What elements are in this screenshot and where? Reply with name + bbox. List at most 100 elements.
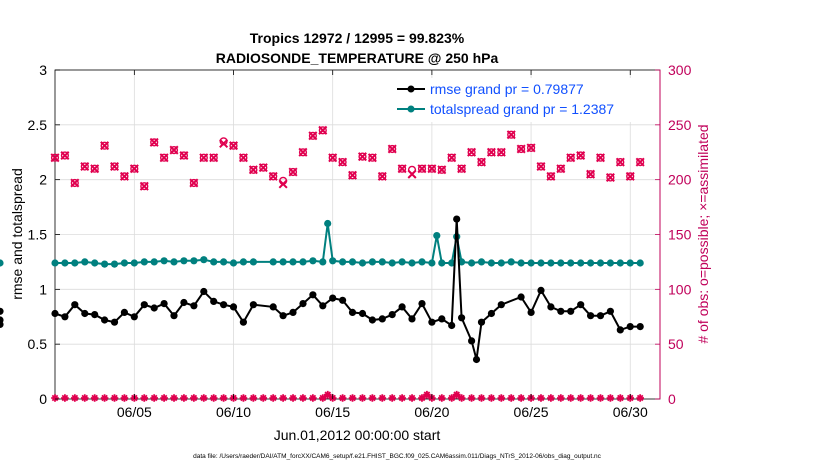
rmse-point xyxy=(180,298,188,307)
obs-possible-point xyxy=(447,153,456,162)
obs-rejected-point xyxy=(408,394,416,402)
rmse-point xyxy=(160,300,168,308)
totalspread-point xyxy=(190,257,198,265)
left-tick-label: 1 xyxy=(39,281,47,297)
obs-assimilated-point xyxy=(496,147,506,157)
rmse-point xyxy=(249,301,257,309)
plot-area xyxy=(0,70,661,402)
obs-rejected-point xyxy=(517,394,525,402)
obs-assimilated-point xyxy=(179,151,189,161)
obs-possible-point xyxy=(606,173,615,182)
obs-assimilated-point xyxy=(80,161,90,172)
obs-rejected-point xyxy=(160,394,168,402)
rmse-point xyxy=(398,303,406,311)
obs-assimilated-point xyxy=(129,164,139,174)
rmse-point xyxy=(150,304,158,312)
totalspread-point xyxy=(319,258,327,266)
totalspread-point xyxy=(507,258,515,266)
obs-rejected-point xyxy=(140,394,149,402)
rmse-point xyxy=(0,320,4,328)
obs-rejected-point xyxy=(80,394,89,402)
totalspread-point xyxy=(398,258,406,266)
obs-assimilated-point xyxy=(486,147,496,157)
totalspread-point xyxy=(160,257,168,265)
obs-rejected-point xyxy=(199,394,208,402)
rmse-point xyxy=(487,309,495,318)
obs-rejected-point xyxy=(120,394,129,402)
totalspread-point xyxy=(497,259,505,267)
obs-assimilated-point xyxy=(506,130,516,140)
totalspread-point xyxy=(140,258,148,266)
obs-assimilated-point xyxy=(625,171,635,181)
rmse-point xyxy=(91,311,99,319)
rmse-point xyxy=(472,355,481,364)
x-tick-label: 06/15 xyxy=(315,404,350,420)
obs-assimilated-point xyxy=(338,157,348,167)
right-tick-label: 150 xyxy=(668,227,692,243)
obs-rejected-point xyxy=(452,390,461,399)
rmse-point xyxy=(289,308,297,316)
obs-possible-point xyxy=(358,152,367,161)
rmse-point xyxy=(388,311,396,319)
totalspread-point xyxy=(289,258,297,266)
obs-rejected-point xyxy=(279,394,287,402)
right-tick-labels: 0 50 100 150 200 250 300 xyxy=(668,62,692,407)
totalspread-point xyxy=(477,258,486,266)
legend-box xyxy=(392,78,654,122)
totalspread-point xyxy=(537,259,545,267)
right-tick-label: 50 xyxy=(668,336,684,352)
gridlines xyxy=(55,70,660,399)
rmse-point xyxy=(51,309,59,318)
obs-rejected-point xyxy=(457,394,466,402)
obs-assimilated-point xyxy=(60,151,70,161)
obs-rejected-point xyxy=(249,394,258,402)
right-tick-label: 250 xyxy=(668,117,692,133)
totalspread-point xyxy=(220,258,228,266)
obs-possible-point xyxy=(318,126,327,135)
totalspread-point xyxy=(636,259,644,267)
totalspread-point xyxy=(596,259,605,267)
left-axis-label: rmse and totalspread xyxy=(9,168,25,300)
obs-rejected-point xyxy=(100,394,109,402)
obs-assimilated-point xyxy=(189,178,199,188)
obs-assimilated-point xyxy=(635,157,645,167)
totalspread-point xyxy=(517,259,525,267)
obs-rejected-point xyxy=(358,394,367,402)
rmse-point xyxy=(567,307,575,315)
left-tick-label: 3 xyxy=(39,62,47,78)
obs-assimilated-point xyxy=(437,165,447,175)
obs-rejected-point xyxy=(388,394,397,402)
obs-rejected-point xyxy=(418,394,426,402)
obs-assimilated-point xyxy=(526,143,536,153)
obs-rejected-point xyxy=(269,394,277,402)
totalspread-point xyxy=(329,257,337,265)
obs-assimilated-point xyxy=(70,178,80,188)
obs-possible-point xyxy=(50,153,60,162)
obs-assimilated-point xyxy=(238,153,248,163)
legend-spread-marker xyxy=(407,105,415,113)
totalspread-point xyxy=(378,258,386,266)
rmse-point xyxy=(418,300,426,308)
obs-possible-point xyxy=(269,172,278,181)
obs-assimilated-point xyxy=(417,164,427,174)
rmse-point xyxy=(587,312,595,320)
right-axis-label: # of obs: o=possible; ×=assimilated xyxy=(695,124,711,343)
obs-possible-point xyxy=(179,151,189,160)
obs-rejected-point xyxy=(338,394,347,402)
obs-possible-point xyxy=(636,158,645,167)
obs-assimilated-point xyxy=(407,169,417,179)
obs-possible-point xyxy=(70,178,79,188)
totalspread-point xyxy=(71,259,79,267)
obs-rejected-point xyxy=(289,394,297,402)
obs-possible-point xyxy=(199,153,208,162)
chart-title: Tropics 12972 / 12995 = 99.823% xyxy=(250,30,465,46)
totalspread-point xyxy=(606,259,615,267)
obs-possible-point xyxy=(536,162,546,171)
obs-possible-point xyxy=(546,172,556,181)
obs-possible-point xyxy=(437,165,446,174)
obs-rejected-point xyxy=(190,394,198,402)
totalspread-point xyxy=(239,258,247,266)
obs-rejected-point xyxy=(170,394,178,402)
obs-assimilated-point xyxy=(209,153,219,163)
obs-possible-point xyxy=(308,131,318,140)
